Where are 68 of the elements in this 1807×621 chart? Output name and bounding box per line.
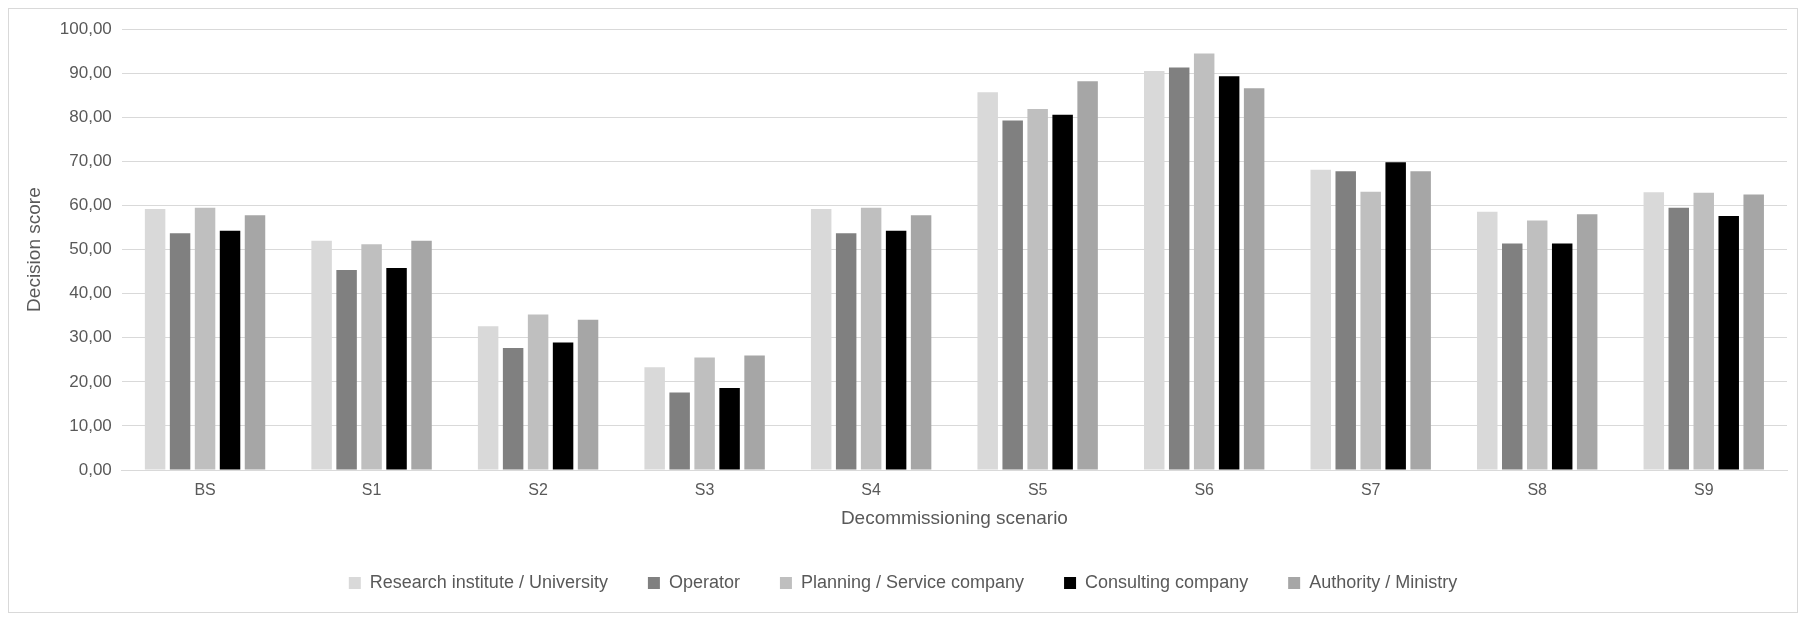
bar	[719, 388, 740, 470]
bar	[386, 268, 407, 470]
bar	[885, 230, 907, 470]
bar	[1743, 194, 1764, 470]
bar	[194, 207, 216, 470]
x-tick-label: S9	[1693, 481, 1714, 499]
bar	[744, 355, 765, 470]
bar	[1077, 81, 1098, 470]
bar	[577, 319, 599, 470]
x-tick-label: S6	[1194, 481, 1215, 499]
y-tick-label: 60,00	[69, 195, 112, 215]
bar	[1668, 207, 1689, 470]
bar	[411, 240, 432, 470]
legend-label: Operator	[668, 571, 740, 592]
bar	[219, 230, 241, 470]
bar	[1002, 120, 1023, 470]
bar	[1335, 171, 1356, 470]
y-tick-label: 20,00	[69, 371, 112, 391]
bar	[1576, 214, 1598, 470]
bar	[552, 342, 574, 470]
bar	[1052, 114, 1073, 470]
bar	[1718, 216, 1739, 470]
y-tick-label: 30,00	[69, 327, 112, 347]
bar	[169, 233, 191, 470]
bar	[910, 215, 932, 470]
bar	[1385, 162, 1406, 470]
x-tick-label: S1	[361, 481, 382, 499]
y-tick-label: 40,00	[69, 283, 112, 303]
bar	[694, 357, 715, 470]
x-tick-label: S4	[861, 481, 882, 499]
x-tick-label: BS	[194, 481, 216, 499]
y-tick-label: 10,00	[69, 415, 112, 435]
y-tick-label: 90,00	[69, 62, 112, 82]
y-tick-label: 70,00	[69, 151, 112, 171]
bar	[1218, 76, 1240, 470]
legend-label: Research institute / University	[369, 571, 608, 592]
bar	[1027, 108, 1048, 470]
x-tick-label: S5	[1027, 481, 1048, 499]
bar	[1243, 88, 1265, 470]
bar	[244, 215, 266, 470]
legend-label: Consulting company	[1085, 571, 1249, 592]
x-tick-label: S2	[528, 481, 548, 499]
bar	[336, 269, 357, 470]
bar	[669, 392, 690, 470]
x-tick-label: S7	[1360, 481, 1381, 499]
y-tick-label: 80,00	[69, 107, 112, 127]
y-tick-label: 50,00	[69, 239, 112, 259]
x-axis-title: Decommissioning scenario	[840, 506, 1068, 528]
bar	[1168, 67, 1190, 470]
y-axis-title: Decision score	[22, 187, 44, 312]
bar	[835, 233, 857, 470]
y-tick-label: 0,00	[78, 459, 112, 479]
bar	[502, 347, 524, 470]
legend-label: Authority / Ministry	[1309, 571, 1458, 592]
bar	[860, 207, 882, 470]
bar	[361, 244, 382, 470]
bar	[1410, 171, 1431, 470]
bar	[1502, 243, 1523, 470]
legend-label: Planning / Service company	[800, 571, 1025, 592]
bar	[1526, 220, 1548, 470]
y-tick-label: 100,00	[59, 18, 112, 38]
bar	[1360, 191, 1381, 470]
bar	[1551, 243, 1573, 470]
x-tick-label: S3	[694, 481, 715, 499]
x-tick-label: S8	[1527, 481, 1548, 499]
bar	[1193, 53, 1215, 470]
bar	[1693, 192, 1714, 470]
bar	[527, 314, 549, 470]
